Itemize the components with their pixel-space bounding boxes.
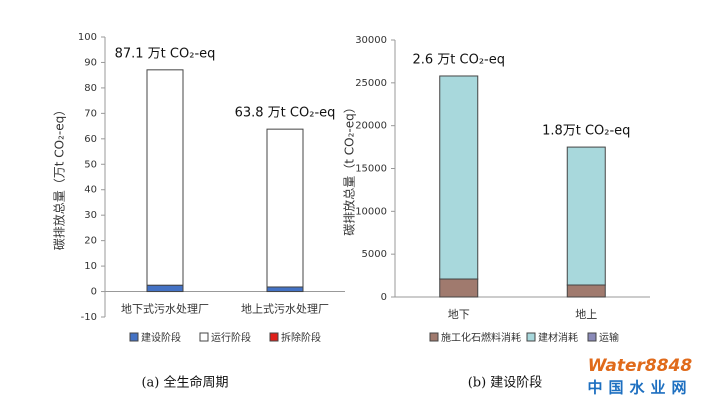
- y-tick-label: 15000: [355, 164, 387, 175]
- y-tick-label: 40: [84, 185, 97, 196]
- legend-swatch: [587, 332, 597, 342]
- caption: (b) 建设阶段: [468, 376, 543, 391]
- bar-segment: [146, 284, 184, 293]
- annotation: 87.1 万t CO₂-eq: [115, 46, 216, 61]
- x-tick-label: 地下式污水处理厂: [121, 303, 209, 316]
- x-tick-label: 地上式污水处理厂: [241, 303, 329, 316]
- annotation: 2.6 万t CO₂-eq: [413, 52, 506, 67]
- legend-label: 建材消耗: [538, 331, 578, 344]
- watermark-site: 中国水业网: [587, 379, 692, 397]
- y-tick-label: 60: [84, 134, 97, 145]
- y-tick-label: 10: [84, 261, 97, 272]
- y-tick-label: 90: [84, 57, 97, 68]
- bar-segment: [266, 128, 304, 288]
- bar-segment: [566, 284, 606, 298]
- y-tick-label: 30000: [355, 35, 387, 46]
- legend-swatch: [429, 332, 439, 342]
- y-tick-label: 30: [84, 210, 97, 221]
- legend-label: 施工化石燃料消耗: [441, 331, 521, 344]
- watermark-brand: Water8848: [588, 356, 693, 376]
- annotation: 1.8万t CO₂-eq: [542, 124, 630, 139]
- y-tick-label: 25000: [355, 78, 387, 89]
- y-tick-label: 20000: [355, 121, 387, 132]
- legend-label: 建设阶段: [141, 331, 181, 344]
- y-axis-label: 碳排放总量（t CO₂-eq）: [342, 101, 357, 236]
- legend-label: 运行阶段: [211, 331, 251, 344]
- y-tick-label: 5000: [362, 249, 387, 260]
- y-tick-label: 100: [78, 32, 97, 43]
- annotation: 63.8 万t CO₂-eq: [235, 106, 336, 121]
- y-tick-label: 80: [84, 83, 97, 94]
- legend-swatch: [129, 332, 139, 342]
- y-tick-label: 0: [381, 292, 387, 303]
- y-tick-label: 0: [91, 287, 97, 298]
- legend-swatch: [526, 332, 536, 342]
- legend-label: 运输: [599, 331, 619, 344]
- legend-label: 拆除阶段: [281, 331, 321, 344]
- legend-swatch: [199, 332, 209, 342]
- y-tick-label: 70: [84, 108, 97, 119]
- caption: (a) 全生命周期: [141, 375, 228, 391]
- y-tick-label: 50: [84, 159, 97, 170]
- bar-segment: [439, 75, 479, 280]
- x-tick-label: 地上: [575, 308, 597, 321]
- y-tick-label: 10000: [355, 206, 387, 217]
- bar-segment: [146, 69, 184, 286]
- bar-segment: [266, 286, 304, 293]
- bar-segment: [566, 146, 606, 286]
- x-tick-label: 地下: [448, 308, 470, 321]
- legend-swatch: [269, 332, 279, 342]
- bar-segment: [439, 278, 479, 298]
- y-tick-label: 20: [84, 236, 97, 247]
- y-tick-label: -10: [81, 312, 97, 323]
- y-axis-label: 碳排放总量（万t CO₂-eq）: [52, 104, 67, 251]
